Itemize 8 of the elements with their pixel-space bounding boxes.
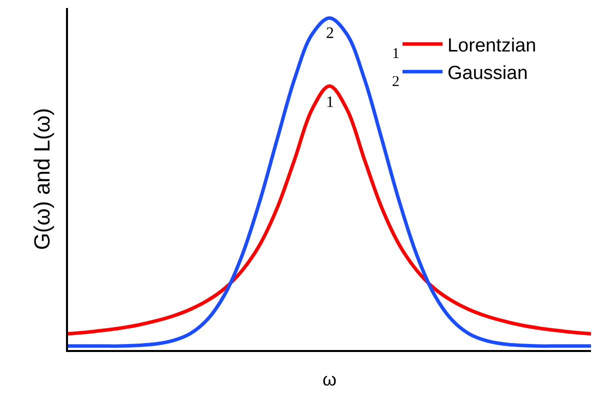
legend-label: Gaussian	[447, 63, 528, 84]
y-axis-title: G(ω) and L(ω)	[30, 108, 55, 250]
annotation: 2	[392, 74, 400, 90]
annotation: 2	[326, 25, 334, 42]
annotation: 1	[326, 94, 334, 111]
legend-label: Lorentzian	[447, 35, 536, 56]
x-axis-title: ω	[322, 369, 337, 390]
annotation: 1	[392, 46, 400, 62]
